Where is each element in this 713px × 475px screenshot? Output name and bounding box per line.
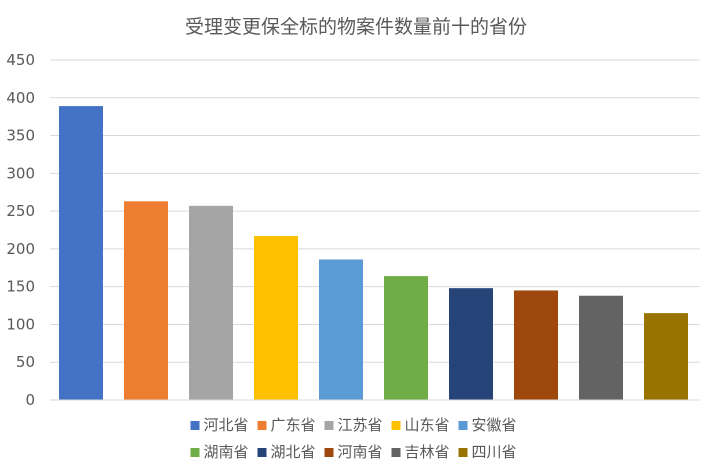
y-tick-label: 0 (25, 391, 35, 409)
y-tick-label: 100 (6, 315, 35, 333)
legend-swatch (257, 421, 267, 430)
y-tick-label: 150 (6, 278, 35, 296)
bar (514, 290, 558, 400)
legend-label: 四川省 (472, 443, 517, 461)
legend-swatch (324, 448, 334, 457)
legend-item: 河南省 (324, 443, 383, 461)
y-axis-ticks: 0 50 100 150 200 250 300 350 400 450 (6, 51, 35, 409)
y-tick-label: 250 (6, 202, 35, 220)
legend-swatch (391, 421, 401, 430)
bar (449, 288, 493, 400)
legend-item: 湖南省 (190, 443, 249, 461)
legend-label: 河北省 (204, 416, 249, 434)
y-tick-label: 200 (6, 240, 35, 258)
legend-item: 安徽省 (458, 416, 517, 434)
bar (384, 276, 428, 400)
legend-swatch (458, 421, 468, 430)
y-tick-label: 450 (6, 51, 35, 69)
legend-item: 江苏省 (324, 416, 383, 434)
y-tick-label: 50 (16, 353, 35, 371)
legend-swatch (324, 421, 334, 430)
bar (254, 236, 298, 400)
bar (124, 201, 168, 400)
legend-swatch (458, 448, 468, 457)
legend-item: 四川省 (458, 443, 517, 461)
legend-label: 湖北省 (271, 443, 316, 461)
legend-swatch (391, 448, 401, 457)
legend-item: 吉林省 (391, 443, 450, 461)
y-tick-label: 350 (6, 127, 35, 145)
y-tick-label: 400 (6, 89, 35, 107)
legend-label: 广东省 (271, 416, 316, 434)
legend-swatch (190, 448, 200, 457)
bar (579, 295, 623, 400)
legend-swatch (190, 421, 200, 430)
bar (644, 313, 688, 400)
legend-item: 湖北省 (257, 443, 316, 461)
legend-label: 吉林省 (405, 443, 450, 461)
legend-item: 广东省 (257, 416, 316, 434)
legend-item: 山东省 (391, 416, 450, 434)
legend-label: 江苏省 (338, 416, 383, 434)
legend-label: 安徽省 (472, 416, 517, 434)
legend-label: 山东省 (405, 416, 450, 434)
bar (189, 205, 233, 400)
bar (59, 106, 103, 400)
y-tick-label: 300 (6, 164, 35, 182)
chart-title: 受理变更保全标的物案件数量前十的省份 (185, 16, 527, 38)
legend-item: 河北省 (190, 416, 249, 434)
legend-label: 湖南省 (204, 443, 249, 461)
legend-label: 河南省 (338, 443, 383, 461)
legend-swatch (257, 448, 267, 457)
bar (319, 259, 363, 400)
bars (59, 106, 688, 400)
